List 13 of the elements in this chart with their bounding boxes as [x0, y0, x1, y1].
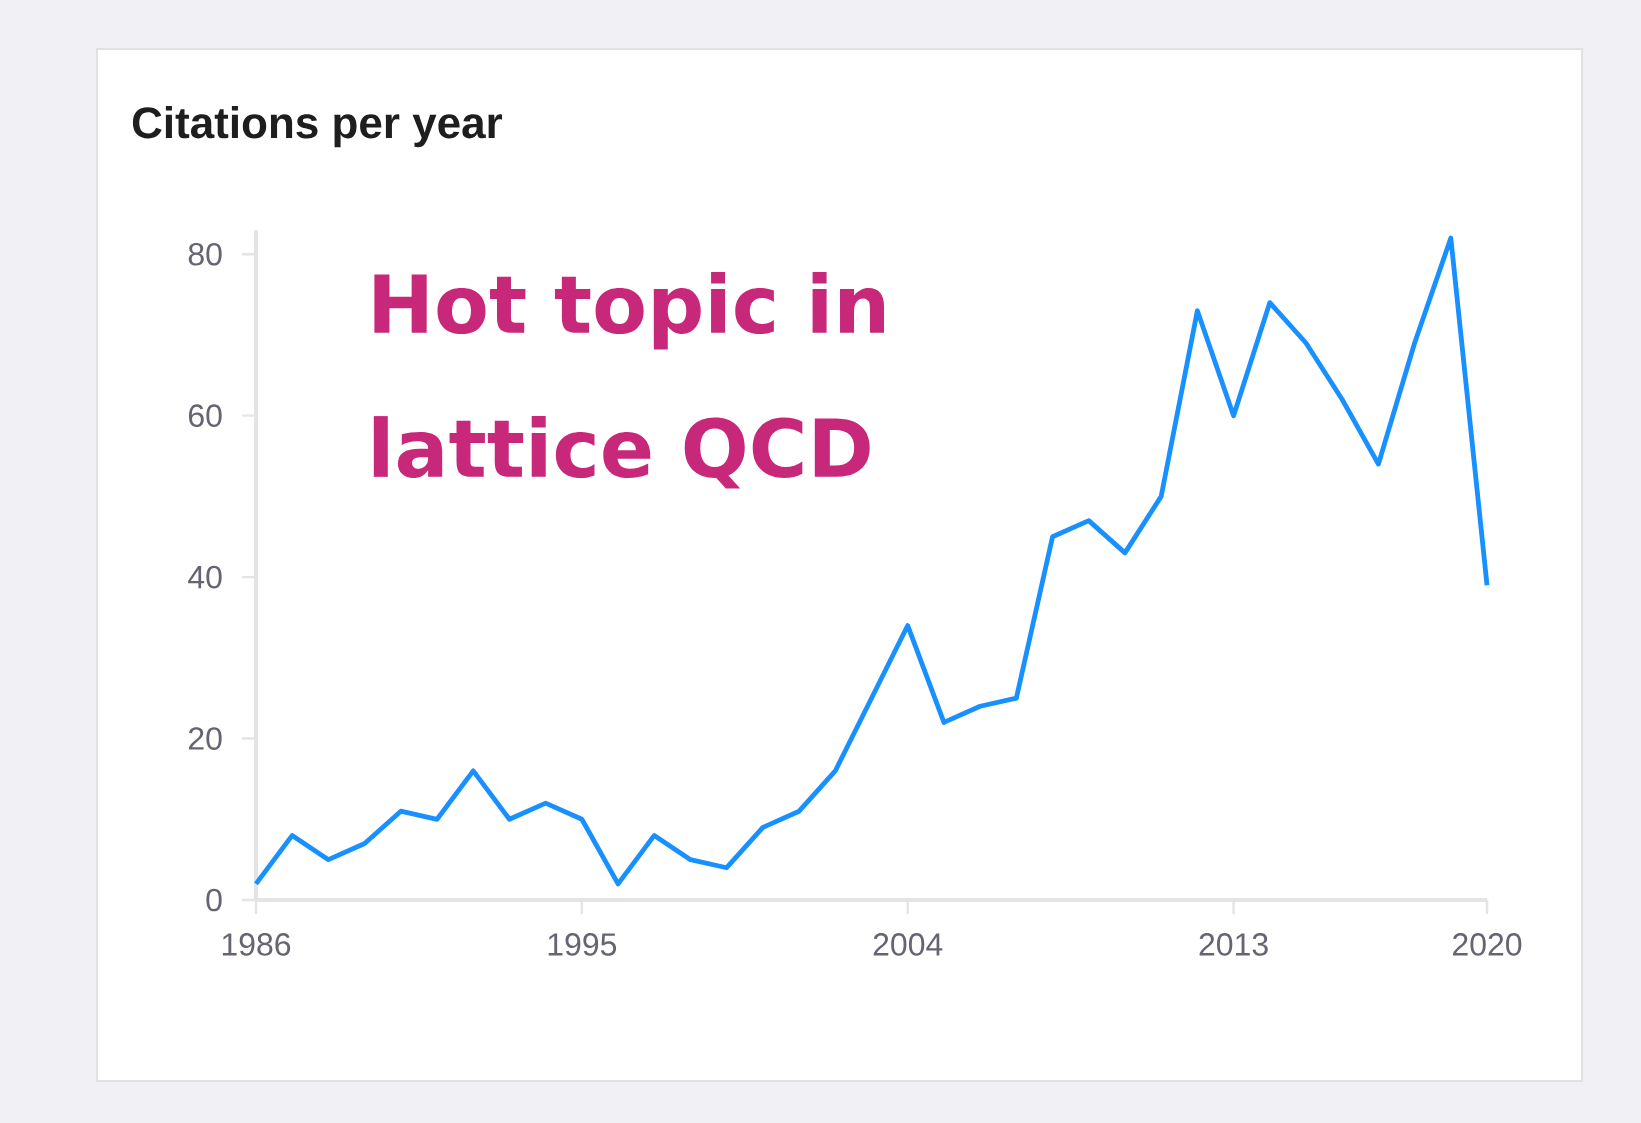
y-tick-label: 80 [188, 242, 222, 266]
x-tick-label: 1986 [222, 933, 291, 956]
x-tick-label: 2013 [1199, 933, 1268, 956]
line-series [253, 235, 1490, 887]
x-tick-label: 2020 [1453, 933, 1522, 956]
y-tick-label: 20 [188, 727, 222, 750]
chart-title: Citations per year [132, 106, 503, 148]
annotation: Hot topic in lattice QCD [373, 272, 885, 489]
y-tick-label: 0 [206, 888, 222, 912]
y-tick-label: 40 [188, 565, 222, 589]
x-tick-label: 2004 [873, 933, 943, 956]
x-tick-label: 1995 [548, 933, 617, 956]
y-tick-label: 60 [188, 404, 222, 427]
